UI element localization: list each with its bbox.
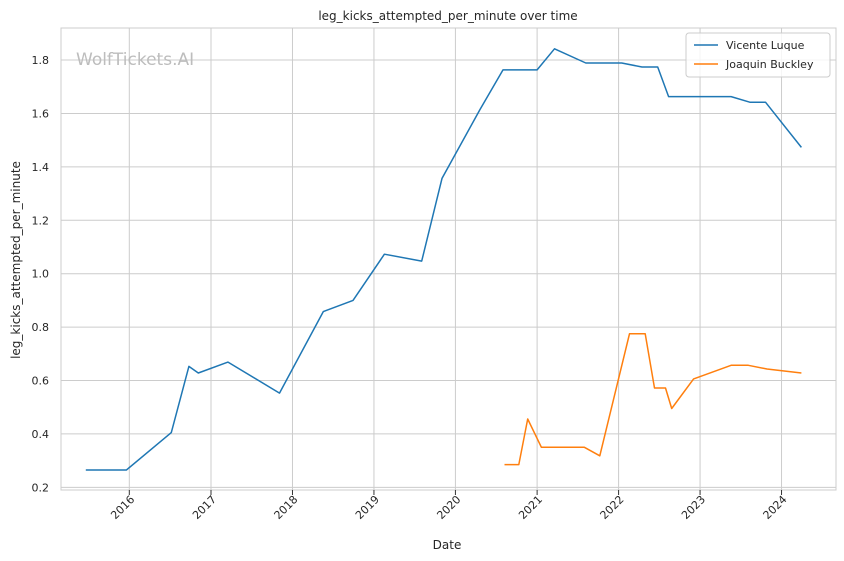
y-tick-label: 1.4 [32,161,50,174]
y-tick-label: 0.6 [32,375,50,388]
legend-label: Vicente Luque [726,39,805,52]
y-tick-label: 1.0 [32,268,50,281]
y-axis-label: leg_kicks_attempted_per_minute [9,161,23,359]
y-tick-label: 1.8 [32,54,50,67]
y-tick-label: 1.6 [32,107,50,120]
plot-area-frame [60,27,837,491]
x-axis-label: Date [433,538,462,552]
y-tick-label: 1.2 [32,214,50,227]
chart-title: leg_kicks_attempted_per_minute over time [318,9,577,23]
legend-box [685,32,831,78]
series-layer [85,48,802,471]
y-tick-labels: 0.2 0.4 0.6 0.8 1.0 1.2 1.4 1.6 1.8 [32,54,50,494]
y-tick-label: 0.4 [32,428,50,441]
legend: Vicente Luque Joaquin Buckley [685,32,831,78]
series-line-joaquin-buckley [504,333,802,466]
legend-label: Joaquin Buckley [725,58,814,71]
y-tick-label: 0.8 [32,321,50,334]
grid-lines [61,28,836,490]
watermark: WolfTickets.AI [76,50,194,70]
series-line-vicente-luque [85,48,802,471]
y-tick-label: 0.2 [32,481,50,494]
